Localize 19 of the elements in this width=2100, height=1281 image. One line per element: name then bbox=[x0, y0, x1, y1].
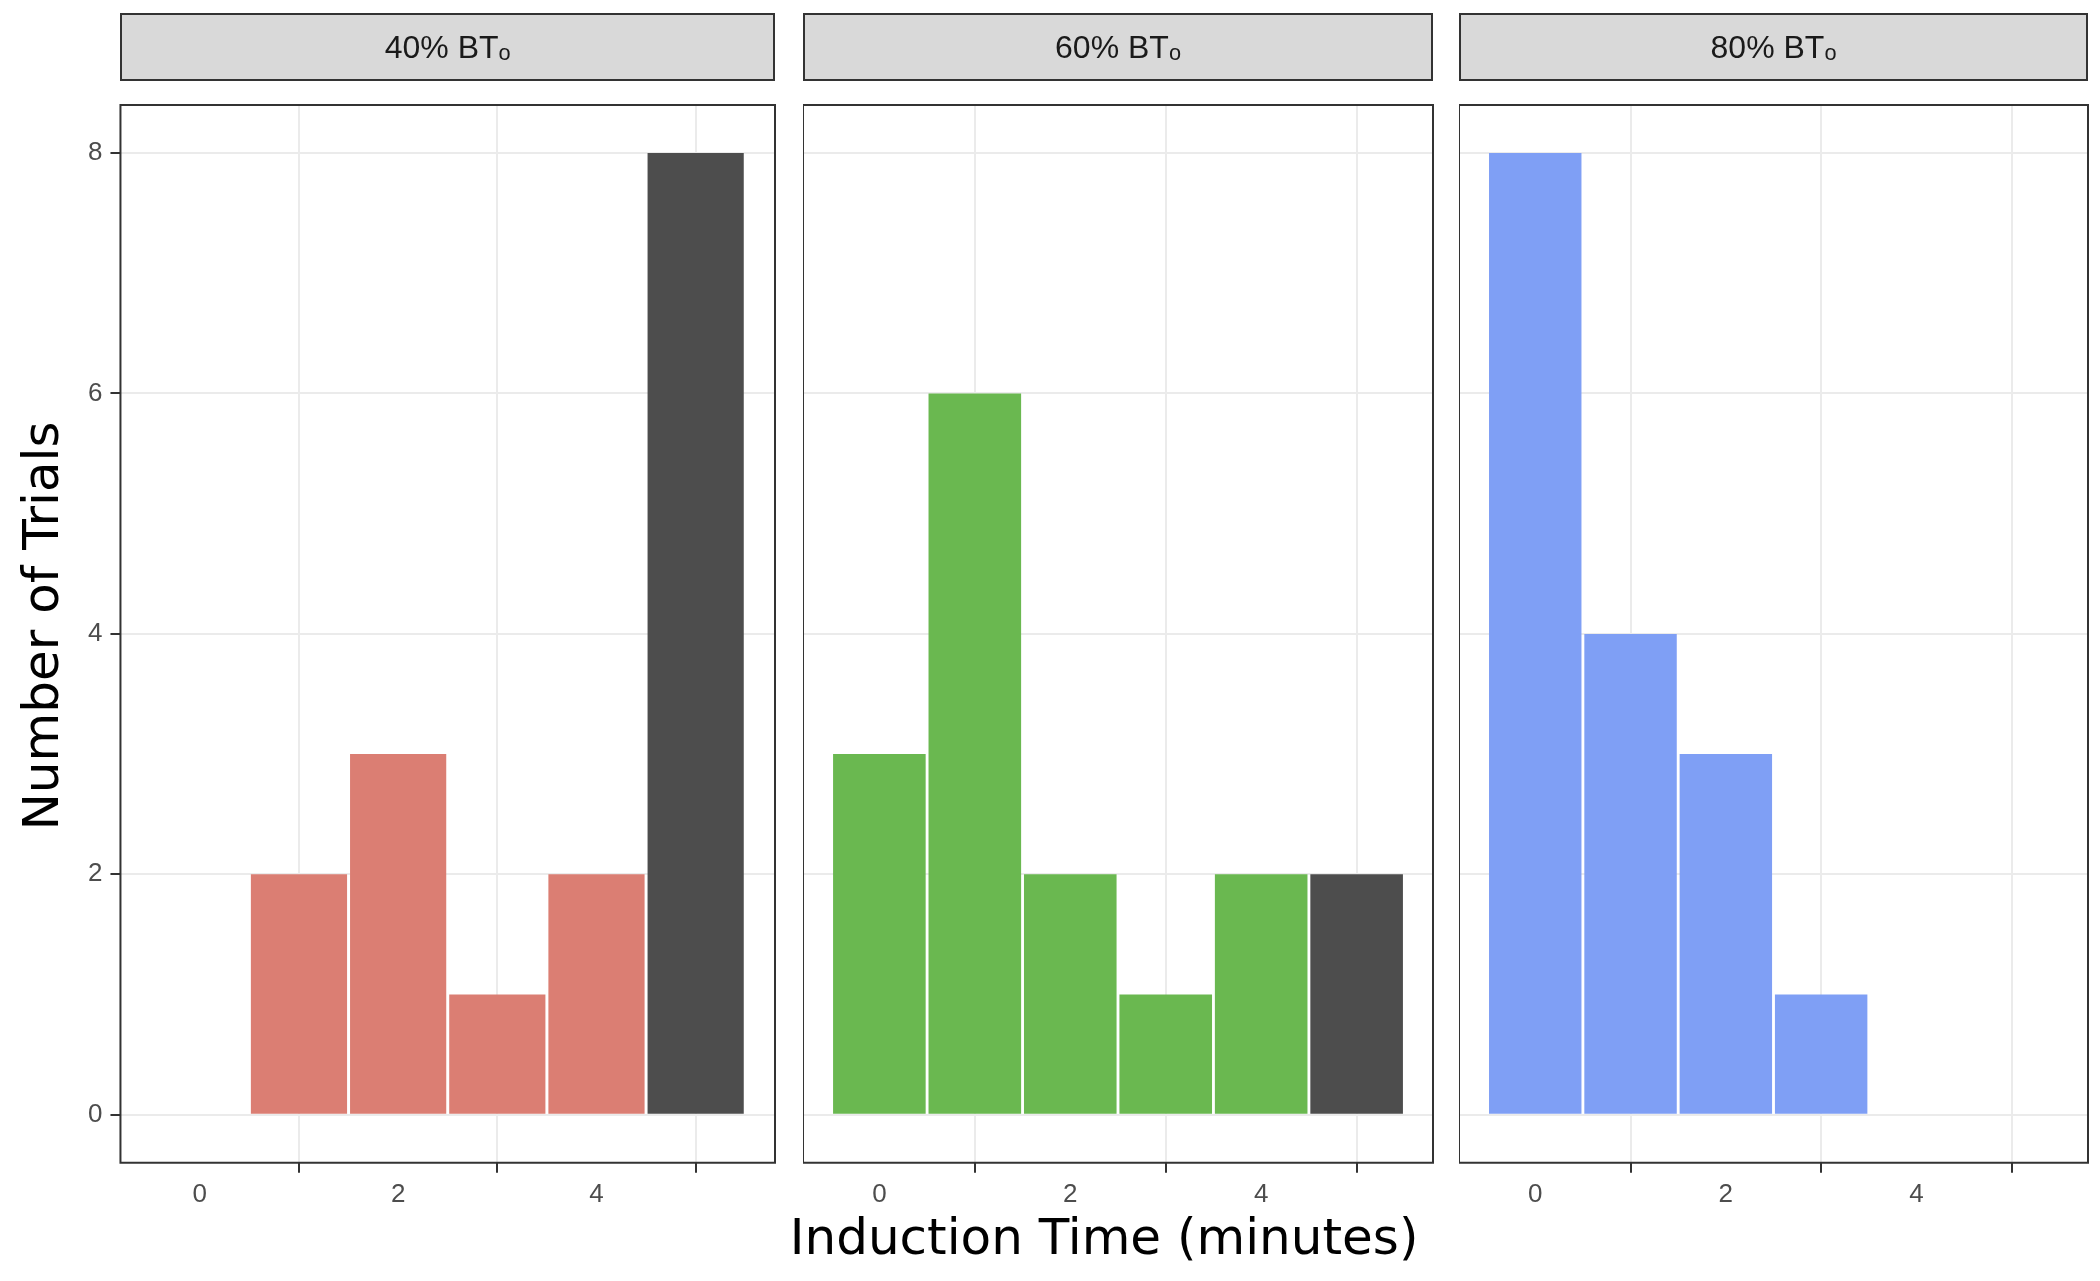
y-tick-label: 2 bbox=[87, 857, 103, 888]
chart-title: 60% BTₒ bbox=[803, 13, 1433, 81]
y-axis-title: Number of Trials bbox=[11, 421, 70, 831]
x-tick-label: 4 bbox=[1909, 1177, 1924, 1208]
x-tick-label: 0 bbox=[1528, 1177, 1543, 1208]
x-tick-label: 4 bbox=[589, 1177, 604, 1208]
y-tick-label: 6 bbox=[87, 376, 103, 407]
x-tick-label: 2 bbox=[1718, 1177, 1734, 1208]
x-tick-label: 4 bbox=[1253, 1177, 1269, 1208]
x-axis-title: Induction Time (minutes) bbox=[789, 1208, 1419, 1266]
chart-title: 40% BTₒ bbox=[120, 13, 775, 81]
y-tick-label: 0 bbox=[87, 1097, 103, 1128]
x-tick-label: 2 bbox=[1063, 1177, 1078, 1208]
y-tick-label: 4 bbox=[87, 617, 103, 648]
x-tick-label: 2 bbox=[390, 1177, 406, 1208]
x-tick-label: 0 bbox=[872, 1177, 887, 1208]
y-tick-label: 8 bbox=[87, 136, 103, 167]
x-tick-label: 0 bbox=[192, 1177, 208, 1208]
chart-title: 80% BTₒ bbox=[1459, 13, 2088, 81]
